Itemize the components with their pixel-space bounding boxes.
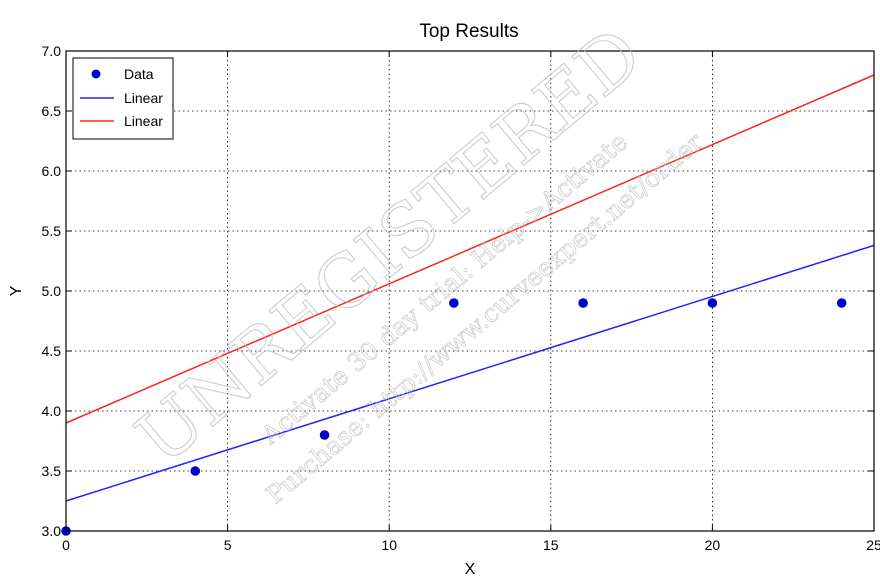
data-points bbox=[61, 298, 847, 536]
data-point bbox=[319, 430, 330, 440]
data-point bbox=[836, 298, 847, 308]
data-point bbox=[707, 298, 718, 308]
data-point bbox=[190, 466, 201, 476]
x-tick-label: 15 bbox=[543, 537, 559, 553]
legend-marker-data bbox=[91, 69, 101, 79]
grid bbox=[66, 51, 874, 531]
y-axis-label: Y bbox=[8, 285, 25, 296]
legend: Data Linear Linear bbox=[72, 57, 174, 140]
y-tick-label: 3.5 bbox=[42, 463, 62, 479]
chart-title: Top Results bbox=[419, 21, 518, 42]
fit-line-red bbox=[65, 74, 875, 424]
y-tick-label: 4.5 bbox=[42, 343, 62, 359]
y-tick-label: 6.5 bbox=[42, 103, 62, 119]
y-tick-label: 7.0 bbox=[42, 43, 62, 59]
x-tick-label: 25 bbox=[866, 537, 880, 553]
x-tick-label: 5 bbox=[224, 537, 232, 553]
x-tick-label: 10 bbox=[381, 537, 397, 553]
y-tick-label: 6.0 bbox=[42, 163, 62, 179]
x-axis-label: X bbox=[465, 561, 476, 576]
x-tick-label: 20 bbox=[705, 537, 721, 553]
y-tick-label: 5.5 bbox=[42, 223, 62, 239]
legend-label-linear-blue: Linear bbox=[124, 90, 163, 106]
data-point bbox=[449, 298, 459, 308]
data-point bbox=[578, 298, 588, 308]
x-tick-label: 0 bbox=[62, 537, 70, 553]
fit-lines bbox=[65, 74, 875, 502]
y-tick-label: 3.0 bbox=[42, 523, 62, 539]
axis-ticks: 0 5 10 15 20 25 3.0 3.5 4.0 4.5 5.0 5.5 6.0 6.5 7.0 bbox=[42, 43, 880, 553]
legend-label-data: Data bbox=[124, 66, 154, 82]
fit-line-blue bbox=[65, 244, 875, 502]
y-tick-label: 5.0 bbox=[42, 283, 62, 299]
y-tick-label: 4.0 bbox=[42, 403, 62, 419]
legend-label-linear-red: Linear bbox=[124, 113, 163, 129]
